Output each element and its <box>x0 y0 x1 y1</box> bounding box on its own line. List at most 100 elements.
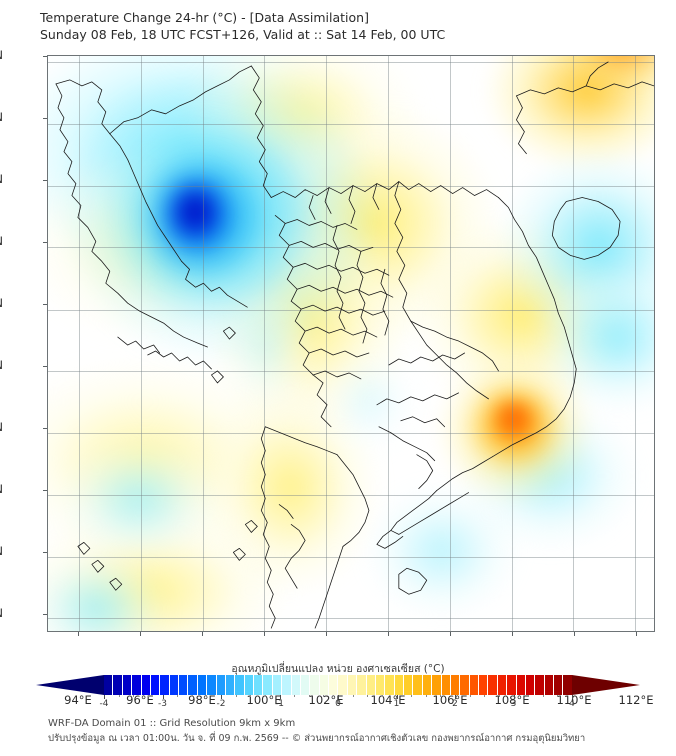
colorbar-segment-4 <box>141 675 151 695</box>
colorbar-segment-8 <box>179 675 189 695</box>
colorbar-tick-label: -3 <box>158 699 167 709</box>
chart-subtitle: Sunday 08 Feb, 18 UTC FCST+126, Valid at… <box>40 27 446 42</box>
colorbar-minor-tick <box>191 695 193 697</box>
coastline-and-border-overlay <box>55 61 654 629</box>
colorbar-segment-20 <box>291 675 301 695</box>
colorbar-segment-47 <box>544 675 554 695</box>
colorbar-segment-41 <box>488 675 498 695</box>
colorbar-segments <box>104 675 572 695</box>
colorbar-segment-24 <box>329 675 339 695</box>
colorbar-minor-tick <box>367 695 369 697</box>
colorbar-major-tick <box>572 695 573 699</box>
colorbar-minor-tick <box>264 695 266 697</box>
colorbar-minor-tick <box>133 695 135 697</box>
colorbar-tick-label: -1 <box>275 699 284 709</box>
colorbar-gradient <box>36 675 640 695</box>
chart-title-block: Temperature Change 24-hr (°C) - [Data As… <box>40 9 445 43</box>
colorbar-minor-tick <box>250 695 252 697</box>
colorbar-max-extend-arrow <box>572 675 640 695</box>
colorbar-segment-3 <box>132 675 142 695</box>
colorbar-major-tick <box>396 695 398 699</box>
colorbar-segment-36 <box>441 675 451 695</box>
colorbar-minor-tick <box>206 695 208 697</box>
colorbar-tick-label: 3 <box>510 699 517 709</box>
colorbar-minor-tick <box>469 695 471 697</box>
colorbar-segment-19 <box>282 675 292 695</box>
colorbar-minor-tick <box>381 695 383 697</box>
colorbar-segment-9 <box>188 675 198 695</box>
colorbar-segment-22 <box>310 675 320 695</box>
colorbar-minor-tick <box>411 695 413 697</box>
colorbar-segment-30 <box>385 675 395 695</box>
colorbar-segment-27 <box>357 675 367 695</box>
colorbar-minor-tick <box>323 695 325 697</box>
colorbar-min-extend-arrow <box>36 675 104 695</box>
colorbar-tick-label: 1 <box>393 699 400 709</box>
colorbar-segment-14 <box>235 675 245 695</box>
colorbar-segment-46 <box>535 675 545 695</box>
colorbar-minor-tick <box>528 695 530 697</box>
colorbar-segment-5 <box>150 675 161 695</box>
colorbar-tick-label: 4 <box>569 699 575 709</box>
colorbar-segment-12 <box>216 675 226 695</box>
colorbar-segment-40 <box>479 675 489 695</box>
colorbar-minor-tick <box>177 695 179 697</box>
colorbar-segment-2 <box>122 675 133 695</box>
colorbar-segment-33 <box>413 675 423 695</box>
colorbar-major-tick <box>104 695 105 699</box>
colorbar-tick-label: 2 <box>452 699 458 709</box>
colorbar-segment-31 <box>394 675 404 695</box>
colorbar-major-tick <box>162 695 164 699</box>
colorbar-segment-23 <box>319 675 329 695</box>
colorbar-tick-label: -2 <box>216 699 226 709</box>
colorbar-ticks: -4 -3 -2 -1 0 1 2 3 4 <box>36 695 640 709</box>
colorbar-segment-15 <box>244 675 254 695</box>
colorbar-segment-0 <box>104 675 114 695</box>
colorbar-minor-tick <box>118 695 120 697</box>
colorbar-tick-label: 0 <box>335 699 341 709</box>
map-figure: 22°N 20°N 18°N 16°N 14°N 12°N 10°N 8°N 6… <box>0 48 655 707</box>
colorbar-segment-26 <box>347 675 358 695</box>
colorbar: อุณหภูมิเปลี่ยนแปลง หน่วย องศาเซลเซียส (… <box>36 660 640 709</box>
colorbar-segment-37 <box>450 675 461 695</box>
colorbar-segment-17 <box>263 675 273 695</box>
colorbar-major-tick <box>221 695 222 699</box>
colorbar-segment-21 <box>300 675 311 695</box>
colorbar-segment-44 <box>516 675 526 695</box>
colorbar-segment-29 <box>375 675 386 695</box>
colorbar-minor-tick <box>425 695 427 697</box>
colorbar-minor-tick <box>484 695 486 697</box>
colorbar-minor-tick <box>308 695 310 697</box>
colorbar-minor-tick <box>498 695 500 697</box>
colorbar-major-tick <box>279 695 281 699</box>
colorbar-tick-label: -4 <box>99 699 109 709</box>
colorbar-minor-tick <box>542 695 544 697</box>
colorbar-major-tick <box>513 695 515 699</box>
footer-domain-info: WRF-DA Domain 01 :: Grid Resolution 9km … <box>48 718 296 729</box>
colorbar-segment-45 <box>525 675 536 695</box>
colorbar-title: อุณหภูมิเปลี่ยนแปลง หน่วย องศาเซลเซียส (… <box>231 663 445 675</box>
colorbar-segment-49 <box>563 675 572 695</box>
page-title: Temperature Change 24-hr (°C) - [Data As… <box>40 10 369 25</box>
colorbar-minor-tick <box>557 695 559 697</box>
colorbar-segment-42 <box>497 675 508 695</box>
colorbar-minor-tick <box>352 695 354 697</box>
colorbar-minor-tick <box>147 695 149 697</box>
colorbar-segment-48 <box>554 675 564 695</box>
colorbar-segment-10 <box>197 675 208 695</box>
colorbar-segment-32 <box>404 675 414 695</box>
colorbar-minor-tick <box>235 695 237 697</box>
colorbar-segment-34 <box>422 675 433 695</box>
colorbar-major-tick <box>455 695 456 699</box>
colorbar-segment-1 <box>113 675 123 695</box>
footer-block: WRF-DA Domain 01 :: Grid Resolution 9km … <box>48 716 585 746</box>
colorbar-segment-16 <box>254 675 264 695</box>
colorbar-segment-6 <box>160 675 170 695</box>
colorbar-minor-tick <box>440 695 442 697</box>
colorbar-segment-11 <box>207 675 217 695</box>
colorbar-segment-28 <box>366 675 376 695</box>
colorbar-segment-43 <box>507 675 517 695</box>
colorbar-segment-39 <box>469 675 479 695</box>
colorbar-segment-38 <box>460 675 470 695</box>
map-plot-area <box>47 55 655 632</box>
